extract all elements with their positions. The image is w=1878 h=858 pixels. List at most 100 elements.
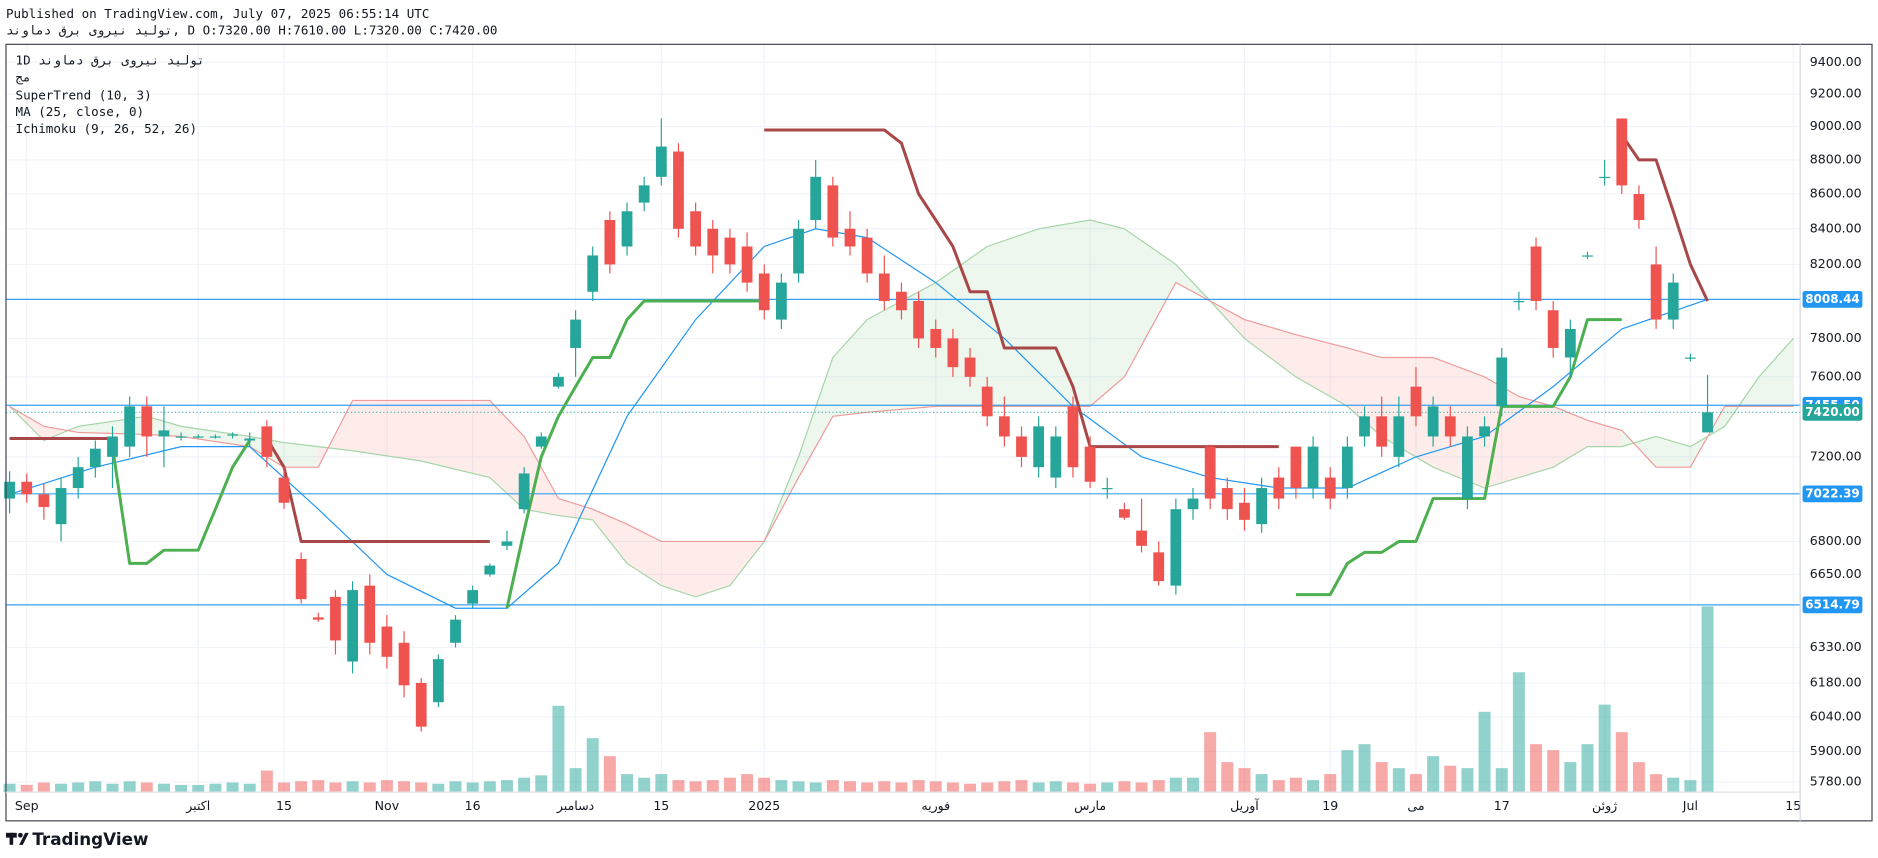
volume-bar <box>655 774 668 793</box>
x-tick-label: Jul <box>1682 798 1698 813</box>
x-tick-label: ژوئن <box>1592 798 1617 814</box>
cloud-segment <box>1038 219 1091 407</box>
candle-body <box>330 596 341 641</box>
supertrend-line <box>111 299 1622 609</box>
volume-bar <box>1049 781 1062 793</box>
volume-bar <box>1289 777 1302 793</box>
volume-bar <box>1461 768 1474 793</box>
price-badge <box>1802 596 1863 614</box>
volume-bar <box>535 775 548 793</box>
volume-bar <box>1221 762 1234 793</box>
candle-body <box>1616 118 1628 186</box>
cloud-segment <box>832 319 868 417</box>
candle-body <box>1496 357 1508 407</box>
price-badge-label: 7420.00 <box>1805 405 1860 419</box>
volume-bar <box>895 782 908 793</box>
cloud-segment <box>1124 228 1176 377</box>
volume-bar <box>1066 782 1079 793</box>
candle-body <box>1376 416 1388 447</box>
volume-bar <box>1169 777 1182 793</box>
candle-body <box>810 176 822 220</box>
volume-bar <box>1307 780 1320 793</box>
candle-body <box>1564 328 1576 358</box>
candle-body <box>467 590 479 604</box>
cloud-segment <box>1090 219 1125 407</box>
candle-body <box>89 448 101 468</box>
y-tick-label: 5900.00 <box>1810 743 1862 758</box>
volume-bar <box>1272 780 1285 793</box>
price-badge <box>1802 291 1863 308</box>
volume-bar <box>278 782 290 793</box>
candle-body <box>192 436 204 438</box>
volume-bar <box>157 783 170 793</box>
volume-bar <box>775 780 788 793</box>
candle-body <box>141 406 153 437</box>
candle-body <box>1393 416 1405 457</box>
candle-body <box>844 228 856 247</box>
volume-bar <box>175 784 188 793</box>
volume-bar <box>1084 783 1097 793</box>
volume-bar <box>792 781 805 793</box>
volume-bar <box>1495 768 1508 793</box>
cloud-segment <box>1347 347 1382 437</box>
cloud-segment <box>661 541 696 597</box>
candle-body <box>896 291 907 311</box>
candle-body <box>793 228 804 274</box>
volume-bar <box>106 783 119 793</box>
candle-body <box>1273 477 1285 499</box>
x-tick-label: مارس <box>1074 798 1106 814</box>
candle-body <box>55 488 67 525</box>
volume-bar <box>380 780 393 793</box>
candle-body <box>1187 498 1199 510</box>
volume-bar <box>1564 762 1577 793</box>
volume-bar <box>1701 606 1714 793</box>
candle-body <box>913 300 924 339</box>
candle-body <box>484 565 496 575</box>
candle-body <box>930 328 942 348</box>
candle-body <box>227 434 238 436</box>
x-tick-label: 15 <box>1785 798 1801 813</box>
price-badge <box>1802 403 1863 421</box>
cloud-segment <box>1295 334 1348 407</box>
candle-body <box>261 426 273 457</box>
candle-body <box>1050 436 1062 478</box>
volume-bar <box>1667 777 1680 793</box>
candle-body <box>415 682 427 727</box>
volume-bar <box>243 783 256 793</box>
published: Published on TradingView.com, July 07, 2… <box>6 6 429 21</box>
x-tick-label: Sep <box>15 798 39 813</box>
candle-body <box>1359 416 1370 437</box>
candle-body <box>655 146 667 177</box>
candle-body <box>1530 246 1542 301</box>
volume-bar <box>329 782 342 793</box>
legend-indicator: SuperTrend (10, 3) <box>16 87 152 102</box>
candle-body <box>827 185 839 238</box>
y-tick-label: 8600.00 <box>1810 185 1862 200</box>
candle-body <box>1221 488 1233 510</box>
volume-bar <box>1135 782 1148 793</box>
candle-body <box>381 626 393 657</box>
cloud-segment <box>627 524 662 586</box>
candle-body <box>72 467 84 489</box>
candle-body <box>998 416 1010 437</box>
y-tick-label: 7600.00 <box>1810 368 1862 383</box>
candle-body <box>1170 509 1182 586</box>
candle-body <box>1513 300 1525 303</box>
volume-bar <box>1615 732 1628 793</box>
cloud-segment <box>1587 420 1622 447</box>
candle-body <box>1101 488 1113 490</box>
volume-bar <box>741 774 754 793</box>
candle-body <box>535 436 547 447</box>
candle-body <box>312 617 324 620</box>
y-tick-label: 9000.00 <box>1810 118 1862 133</box>
volume-bar <box>1632 762 1645 793</box>
volume-bar <box>140 782 153 793</box>
cloud-segment <box>352 400 422 461</box>
volume-bar <box>449 781 462 793</box>
volume-bar <box>518 777 531 793</box>
volume-bar <box>260 770 273 793</box>
volume-bar <box>1238 768 1251 793</box>
candle-body <box>107 436 118 457</box>
candle-body <box>673 151 684 229</box>
